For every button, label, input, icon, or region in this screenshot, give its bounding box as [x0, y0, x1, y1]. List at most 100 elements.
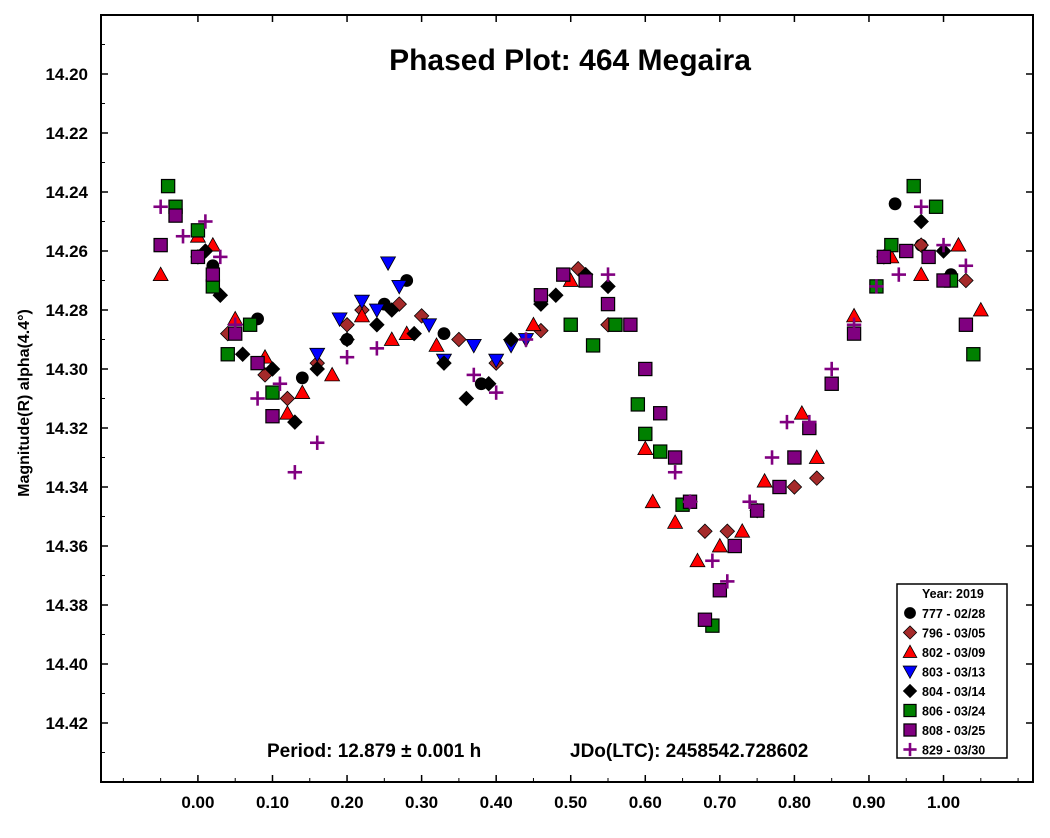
data-point	[563, 317, 578, 332]
data-point	[913, 213, 929, 230]
data-point	[264, 361, 281, 377]
data-point	[175, 229, 191, 244]
data-point	[972, 301, 989, 317]
data-point	[339, 350, 355, 365]
data-point	[928, 199, 944, 214]
data-point	[719, 523, 736, 540]
data-point	[190, 249, 206, 265]
epoch-text: JDo(LTC): 2458542.728602	[570, 741, 808, 762]
data-point	[265, 409, 280, 424]
data-point	[578, 273, 593, 288]
legend-label: 806 - 03/24	[922, 705, 985, 719]
y-tick-label: 14.28	[45, 301, 88, 320]
data-point	[891, 267, 906, 282]
data-point	[958, 258, 974, 273]
data-point	[152, 266, 169, 281]
data-point	[734, 522, 751, 538]
data-point	[786, 479, 803, 495]
data-point	[906, 178, 921, 194]
data-point	[466, 367, 481, 383]
data-point	[666, 514, 684, 529]
x-tick-label: 0.40	[480, 793, 513, 812]
data-point	[287, 414, 303, 430]
x-tick-label: 0.50	[554, 793, 587, 812]
x-axis: 0.00 0.10 0.20 0.30 0.40 0.50 0.60 0.70 0.80 0.90…	[122, 15, 1019, 812]
data-point	[234, 346, 251, 363]
data-point	[265, 385, 280, 400]
data-point	[667, 465, 683, 480]
legend-marker	[902, 625, 918, 640]
data-point	[787, 450, 802, 465]
x-tick-label: 0.60	[629, 793, 662, 812]
data-point	[742, 494, 757, 509]
data-point	[213, 249, 228, 265]
data-point	[287, 465, 303, 480]
series-4	[197, 213, 952, 430]
data-point	[913, 237, 929, 253]
data-point	[369, 316, 385, 333]
data-point	[250, 355, 265, 371]
data-point	[824, 376, 839, 391]
data-point	[295, 371, 309, 385]
data-point	[548, 287, 564, 304]
data-point	[556, 267, 571, 282]
data-point	[533, 288, 549, 303]
data-point	[727, 538, 742, 554]
data-point	[644, 493, 661, 509]
data-point	[458, 390, 475, 407]
data-point	[764, 450, 780, 465]
data-point	[309, 347, 326, 363]
data-point	[689, 552, 706, 568]
data-point	[809, 470, 825, 486]
data-point	[846, 317, 862, 332]
data-point	[749, 503, 765, 518]
y-tick-label: 14.26	[45, 242, 88, 261]
data-point	[936, 273, 951, 288]
data-point	[697, 612, 713, 627]
data-point	[888, 197, 902, 211]
legend-label: 802 - 03/09	[922, 646, 985, 660]
data-point	[190, 223, 206, 238]
x-tick-label: 0.20	[331, 793, 364, 812]
x-tick-label: 1.00	[927, 793, 960, 812]
x-tick-label: 0.30	[405, 793, 438, 812]
legend-label: 804 - 03/14	[922, 685, 985, 699]
data-point	[353, 307, 371, 323]
data-point	[637, 440, 654, 456]
y-tick-label: 14.22	[45, 124, 88, 143]
y-tick-label: 14.34	[45, 478, 88, 497]
x-tick-label: 0.10	[256, 793, 289, 812]
legend-marker	[903, 742, 917, 757]
data-point	[384, 302, 400, 318]
x-tick-label: 0.80	[778, 793, 811, 812]
period-text: Period: 12.879 ± 0.001 h	[267, 741, 481, 762]
data-point	[368, 303, 385, 319]
data-point	[600, 296, 616, 312]
y-tick-label: 14.36	[45, 537, 88, 556]
data-point	[518, 332, 534, 347]
data-point	[950, 236, 967, 252]
data-point	[876, 249, 892, 265]
x-tick-label: 0.90	[852, 793, 885, 812]
legend-label: 803 - 03/13	[922, 666, 985, 680]
data-point	[884, 237, 899, 253]
data-point	[525, 316, 542, 332]
y-tick-label: 14.38	[45, 596, 88, 615]
data-point	[600, 267, 616, 282]
data-point	[250, 391, 265, 406]
data-point	[153, 199, 168, 214]
y-tick-label: 14.32	[45, 419, 88, 438]
data-point	[383, 331, 400, 346]
legend-label: 777 - 02/28	[922, 607, 985, 621]
legend-label: 829 - 03/30	[922, 744, 985, 758]
data-point	[205, 267, 221, 282]
data-point	[242, 317, 258, 332]
legend-marker	[902, 683, 918, 699]
data-point	[682, 494, 698, 509]
data-point	[958, 272, 974, 289]
data-point	[272, 376, 288, 391]
series-6	[153, 208, 974, 627]
data-point	[480, 375, 497, 392]
data-point	[310, 435, 325, 450]
